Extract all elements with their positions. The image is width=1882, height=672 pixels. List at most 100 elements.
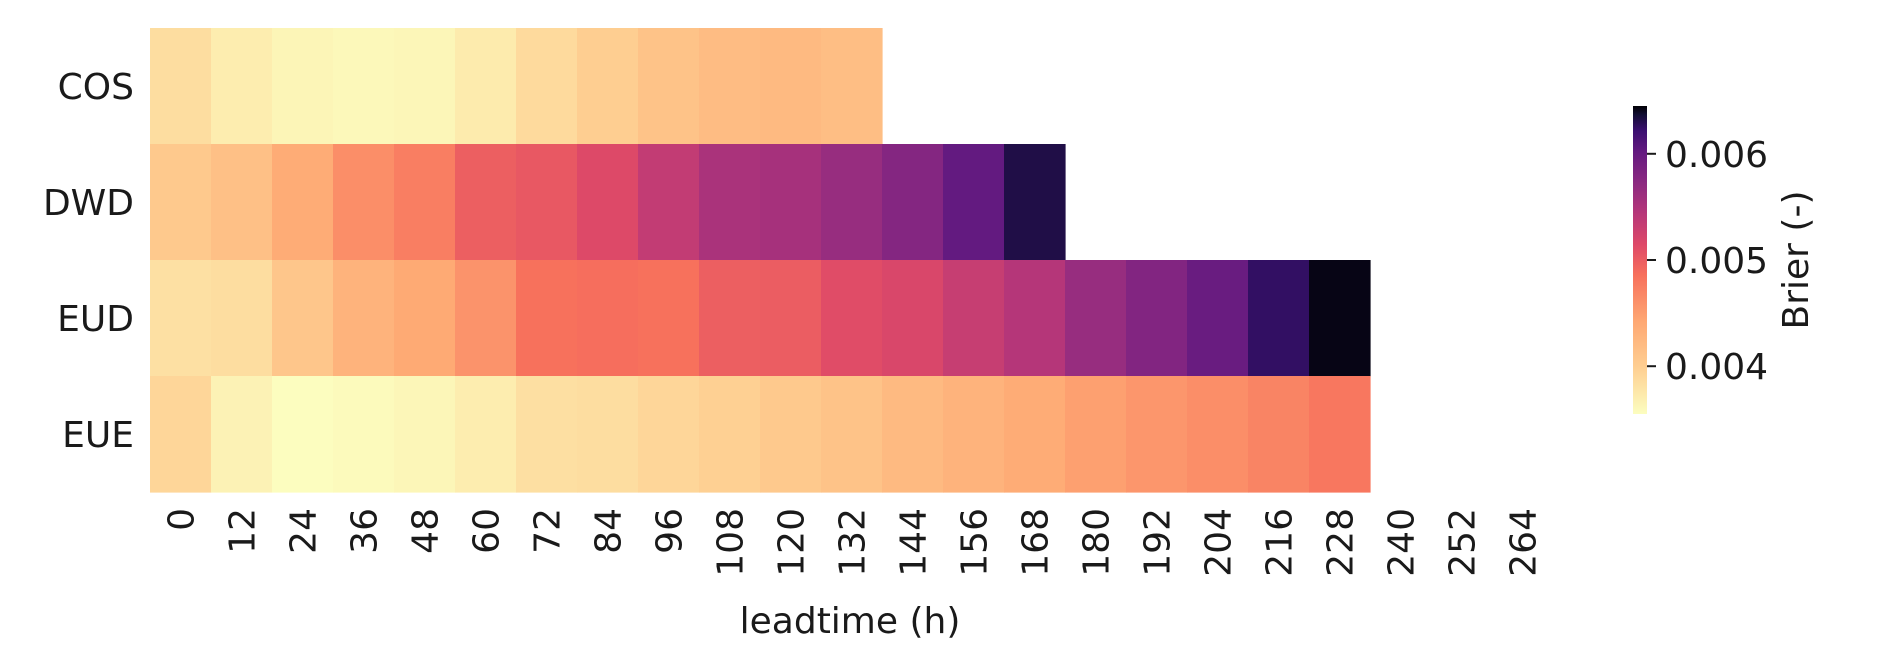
x-tick-label: 264 (1504, 508, 1545, 577)
heatmap-cell (333, 376, 395, 493)
x-tick-label: 168 (1016, 508, 1057, 577)
heatmap-cells (150, 28, 1371, 493)
heatmap-cell (638, 260, 700, 377)
x-tick-label: 180 (1077, 508, 1118, 577)
x-tick-label: 216 (1260, 508, 1301, 577)
colorbar: 0.004 0.005 0.006 Brier (-) (1633, 106, 1817, 414)
x-tick-label: 60 (467, 508, 508, 554)
heatmap-cell (455, 28, 517, 145)
heatmap-cell (333, 28, 395, 145)
heatmap-cell (394, 260, 456, 377)
x-tick-labels: 0 12 24 36 48 60 72 84 96 108 120 132 144 156 168 180 19… (162, 508, 1545, 577)
heatmap-cell (1004, 144, 1066, 261)
heatmap-cell (150, 28, 212, 145)
heatmap-cell (943, 376, 1005, 493)
heatmap-cell (577, 260, 639, 377)
heatmap-cell (821, 144, 883, 261)
heatmap-cell (455, 144, 517, 261)
x-tick-label: 84 (589, 508, 630, 554)
y-tick-label: DWD (43, 183, 134, 224)
heatmap-cell (333, 144, 395, 261)
heatmap-cell (1126, 376, 1188, 493)
heatmap-cell (394, 376, 456, 493)
y-tick-label: EUE (62, 415, 134, 456)
x-tick-label: 192 (1138, 508, 1179, 577)
colorbar-gradient (1633, 106, 1647, 414)
x-tick-label: 0 (162, 508, 203, 531)
heatmap-cell (211, 144, 273, 261)
heatmap-cell (1248, 376, 1310, 493)
heatmap-cell (516, 260, 578, 377)
heatmap-cell (455, 260, 517, 377)
heatmap-cell (699, 28, 761, 145)
heatmap-cell (394, 28, 456, 145)
heatmap-cell (1187, 260, 1249, 377)
heatmap-cell (760, 28, 822, 145)
heatmap-cell (699, 144, 761, 261)
x-tick-label: 132 (833, 508, 874, 577)
x-tick-label: 120 (772, 508, 813, 577)
heatmap-cell (272, 376, 334, 493)
x-tick-label: 240 (1382, 508, 1423, 577)
x-tick-label: 12 (223, 508, 264, 554)
heatmap-cell (211, 376, 273, 493)
heatmap-cell (577, 28, 639, 145)
heatmap-cell (577, 144, 639, 261)
heatmap-cell (760, 144, 822, 261)
heatmap-cell (577, 376, 639, 493)
x-tick-label: 96 (650, 508, 691, 554)
heatmap-cell (516, 376, 578, 493)
x-tick-label: 144 (894, 508, 935, 577)
x-tick-label: 204 (1199, 508, 1240, 577)
heatmap-cell (272, 260, 334, 377)
colorbar-label: Brier (-) (1776, 191, 1817, 330)
heatmap-cell (821, 376, 883, 493)
x-tick-label: 48 (406, 508, 447, 554)
heatmap-cell (882, 260, 944, 377)
x-tick-label: 36 (345, 508, 386, 554)
x-tick-label: 156 (955, 508, 996, 577)
heatmap-cell (150, 376, 212, 493)
heatmap-cell (638, 376, 700, 493)
heatmap-cell (272, 144, 334, 261)
y-tick-label: COS (58, 67, 134, 108)
heatmap-cell (943, 260, 1005, 377)
y-tick-label: EUD (57, 299, 134, 340)
colorbar-tick-label: 0.005 (1665, 241, 1768, 282)
heatmap-cell (1309, 376, 1371, 493)
heatmap-cell (1248, 260, 1310, 377)
x-tick-label: 108 (711, 508, 752, 577)
heatmap-cell (1004, 376, 1066, 493)
heatmap-cell (516, 28, 578, 145)
heatmap-cell (1187, 376, 1249, 493)
heatmap-cell (272, 28, 334, 145)
heatmap-cell (211, 28, 273, 145)
heatmap-cell (882, 144, 944, 261)
heatmap-cell (638, 28, 700, 145)
heatmap-cell (760, 376, 822, 493)
heatmap-cell (943, 144, 1005, 261)
heatmap-cell (821, 260, 883, 377)
y-tick-labels: COS DWD EUD EUE (43, 67, 134, 456)
colorbar-ticks: 0.004 0.005 0.006 (1647, 135, 1768, 388)
x-tick-label: 252 (1443, 508, 1484, 577)
colorbar-tick-label: 0.004 (1665, 347, 1768, 388)
heatmap-cell (211, 260, 273, 377)
heatmap-cell (1309, 260, 1371, 377)
heatmap-cell (882, 376, 944, 493)
heatmap-cell (821, 28, 883, 145)
heatmap-cell (699, 260, 761, 377)
heatmap-cell (333, 260, 395, 377)
x-tick-label: 24 (284, 508, 325, 554)
heatmap-cell (455, 376, 517, 493)
heatmap-cell (150, 260, 212, 377)
heatmap-cell (1065, 376, 1127, 493)
colorbar-tick-label: 0.006 (1665, 135, 1768, 176)
x-tick-label: 228 (1321, 508, 1362, 577)
x-axis-title: leadtime (h) (740, 601, 961, 642)
heatmap-cell (699, 376, 761, 493)
heatmap-cell (1065, 260, 1127, 377)
heatmap-cell (760, 260, 822, 377)
heatmap-cell (638, 144, 700, 261)
